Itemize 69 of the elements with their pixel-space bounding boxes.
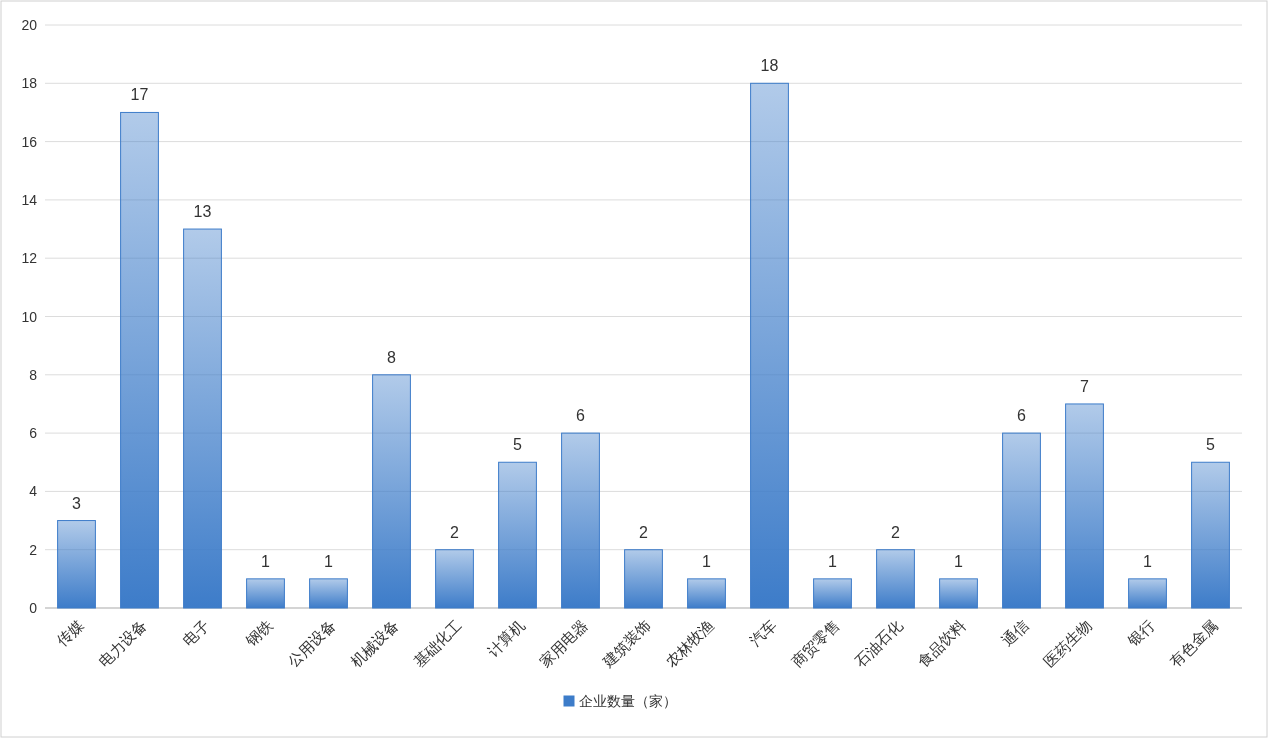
- x-tick-label: 农林牧渔: [662, 616, 717, 671]
- data-label: 1: [324, 552, 334, 570]
- x-tick-label: 计算机: [483, 616, 528, 660]
- x-tick-label: 通信: [998, 616, 1032, 650]
- y-tick-label: 20: [21, 17, 38, 33]
- x-tick-label: 电力设备: [95, 616, 150, 671]
- bar: [561, 432, 600, 609]
- legend-label: 企业数量（家）: [579, 693, 677, 709]
- bar: [309, 578, 348, 609]
- bar: [1191, 461, 1230, 609]
- x-tick-label: 钢铁: [241, 616, 276, 651]
- x-tick-label: 建筑装饰: [598, 616, 654, 672]
- bar: [1002, 432, 1041, 609]
- x-tick-label: 公用设备: [284, 616, 339, 671]
- data-label: 3: [72, 494, 82, 512]
- data-label: 13: [193, 203, 212, 221]
- x-tick-label: 机械设备: [347, 616, 402, 671]
- x-tick-label: 家用电器: [536, 616, 591, 671]
- y-tick-label: 6: [29, 425, 38, 442]
- y-tick-label: 16: [21, 133, 38, 150]
- bar: [750, 82, 789, 609]
- data-label: 1: [828, 552, 838, 570]
- y-tick-label: 12: [21, 250, 38, 267]
- data-label: 6: [576, 407, 586, 425]
- y-tick-label: 4: [29, 483, 38, 500]
- bar: [372, 374, 411, 609]
- y-tick-label: 8: [29, 366, 38, 383]
- data-label: 7: [1080, 377, 1090, 395]
- bar: [1065, 403, 1104, 609]
- x-tick-label: 基础化工: [410, 616, 465, 671]
- bar: [183, 228, 222, 609]
- bar: [624, 549, 663, 609]
- data-label: 1: [261, 552, 271, 570]
- bar: [939, 578, 978, 609]
- x-tick-label: 商贸零售: [788, 616, 843, 671]
- y-tick-label: 0: [29, 600, 38, 616]
- bar: [687, 578, 726, 609]
- y-tick-label: 18: [21, 75, 38, 92]
- bar: [120, 111, 159, 609]
- y-tick-label: 10: [21, 308, 38, 325]
- bar: [876, 549, 915, 609]
- x-tick-label: 医药生物: [1040, 616, 1095, 671]
- data-label: 5: [513, 436, 523, 454]
- data-label: 17: [130, 86, 149, 104]
- data-label: 8: [387, 348, 397, 366]
- x-tick-label: 食品饮料: [914, 616, 969, 671]
- x-tick-label: 石油石化: [851, 616, 906, 671]
- bar: [435, 549, 474, 609]
- data-label: 1: [702, 552, 712, 570]
- data-label: 2: [891, 523, 901, 541]
- x-tick-label: 银行: [1123, 616, 1158, 651]
- y-tick-label: 14: [21, 191, 38, 208]
- y-tick-label: 2: [29, 541, 38, 558]
- data-label: 5: [1206, 436, 1216, 454]
- bar: [813, 578, 852, 609]
- x-tick-label: 有色金属: [1166, 616, 1221, 671]
- data-label: 2: [450, 523, 460, 541]
- bar: [57, 520, 96, 609]
- x-tick-label: 传媒: [53, 616, 87, 650]
- data-label: 6: [1017, 407, 1027, 425]
- x-tick-label: 汽车: [746, 616, 780, 650]
- data-label: 2: [639, 523, 649, 541]
- bar: [246, 578, 285, 609]
- x-tick-label: 电子: [179, 616, 213, 650]
- bar: [1128, 578, 1167, 609]
- data-label: 1: [954, 552, 964, 570]
- data-label: 18: [760, 57, 779, 75]
- data-label: 1: [1143, 552, 1153, 570]
- bar: [498, 461, 537, 609]
